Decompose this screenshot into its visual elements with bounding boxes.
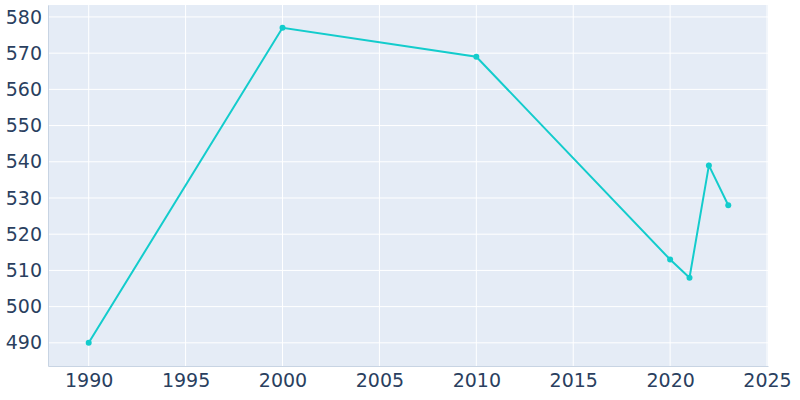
grid-line-y bbox=[48, 270, 768, 271]
point bbox=[706, 162, 712, 168]
grid-line-x bbox=[379, 5, 380, 366]
y-axis-tick-label: 560 bbox=[6, 78, 42, 100]
grid-line-y bbox=[48, 197, 768, 198]
x-axis-tick-label: 2005 bbox=[356, 369, 404, 391]
y-axis-tick: 560 bbox=[6, 78, 48, 100]
y-axis-tick-label: 510 bbox=[6, 259, 42, 281]
x-axis-tick: 2020 bbox=[646, 366, 694, 391]
grid-line-y bbox=[48, 342, 768, 343]
y-axis-tick: 520 bbox=[6, 223, 48, 245]
grid-line-x bbox=[670, 5, 671, 366]
y-axis-tick-label: 570 bbox=[6, 42, 42, 64]
x-axis-tick: 2000 bbox=[259, 366, 307, 391]
grid-line-x bbox=[282, 5, 283, 366]
y-axis-tick-label: 550 bbox=[6, 114, 42, 136]
point bbox=[667, 257, 673, 263]
point bbox=[280, 25, 286, 31]
chart: 1990 1995 2000 2005 2010 2015 2020 2025 490 500 51… bbox=[0, 0, 800, 400]
point bbox=[725, 202, 731, 208]
x-axis-tick: 2025 bbox=[743, 366, 791, 391]
x-axis-tick-label: 2010 bbox=[453, 369, 501, 391]
y-axis-tick-label: 580 bbox=[6, 6, 42, 28]
grid-line-y bbox=[48, 53, 768, 54]
series-line bbox=[89, 28, 729, 343]
y-axis-tick-label: 490 bbox=[6, 331, 42, 353]
x-axis-tick-label: 1995 bbox=[162, 369, 210, 391]
x-axis-tick-label: 2025 bbox=[743, 369, 791, 391]
x-axis-tick: 1990 bbox=[65, 366, 113, 391]
x-axis: 1990 1995 2000 2005 2010 2015 2020 2025 bbox=[49, 366, 792, 391]
grid-line-y bbox=[48, 125, 768, 126]
x-axis-tick-label: 2015 bbox=[550, 369, 598, 391]
grid-line-x bbox=[88, 5, 89, 366]
point bbox=[687, 275, 693, 281]
grid bbox=[48, 5, 768, 366]
y-axis-tick: 580 bbox=[6, 6, 48, 28]
y-axis-tick: 530 bbox=[6, 187, 48, 209]
grid-line-y bbox=[48, 161, 768, 162]
y-axis-tick-label: 500 bbox=[6, 295, 42, 317]
y-axis-tick: 510 bbox=[6, 259, 48, 281]
grid-line-x bbox=[767, 5, 768, 366]
y-axis: 490 500 510 520 530 540 550 560 570 580 bbox=[6, 6, 49, 367]
y-axis-tick-label: 520 bbox=[6, 223, 42, 245]
y-axis-tick: 500 bbox=[6, 295, 48, 317]
x-axis-tick: 1995 bbox=[162, 366, 210, 391]
plot-background bbox=[48, 5, 768, 366]
y-axis-tick: 570 bbox=[6, 42, 48, 64]
data-layer bbox=[86, 25, 732, 346]
x-axis-tick-label: 1990 bbox=[65, 369, 113, 391]
y-axis-tick: 550 bbox=[6, 114, 48, 136]
y-axis-tick: 490 bbox=[6, 331, 48, 353]
y-axis-tick-label: 540 bbox=[6, 150, 42, 172]
point bbox=[86, 340, 92, 346]
y-axis-line bbox=[48, 6, 49, 367]
x-axis-tick: 2005 bbox=[356, 366, 404, 391]
x-axis-tick-label: 2020 bbox=[646, 369, 694, 391]
grid-line-y bbox=[48, 16, 768, 17]
point bbox=[473, 54, 479, 60]
y-axis-tick-label: 530 bbox=[6, 187, 42, 209]
x-axis-tick: 2010 bbox=[453, 366, 501, 391]
grid-line-y bbox=[48, 89, 768, 90]
y-axis-tick: 540 bbox=[6, 150, 48, 172]
plot: 1990 1995 2000 2005 2010 2015 2020 2025 490 500 51… bbox=[6, 5, 792, 391]
x-axis-line bbox=[49, 366, 769, 367]
grid-line-x bbox=[573, 5, 574, 366]
grid-line-y bbox=[48, 306, 768, 307]
x-axis-tick: 2015 bbox=[550, 366, 598, 391]
x-axis-tick-label: 2000 bbox=[259, 369, 307, 391]
